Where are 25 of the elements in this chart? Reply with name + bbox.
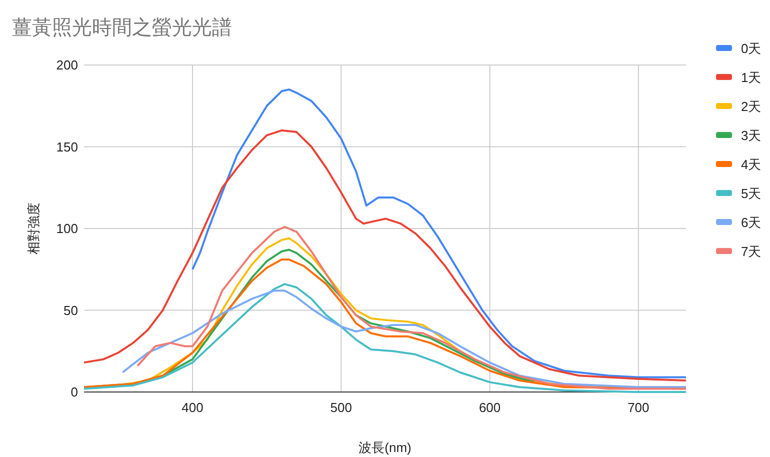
y-tick-label: 200 — [56, 58, 78, 72]
y-tick-label: 150 — [56, 139, 78, 154]
legend-label: 5天 — [741, 186, 762, 201]
x-tick-label: 500 — [330, 400, 352, 415]
legend-label: 3天 — [741, 128, 762, 143]
y-tick-label: 0 — [70, 384, 78, 400]
x-tick-label: 700 — [628, 400, 650, 415]
legend-label: 0天 — [741, 41, 762, 56]
line-series — [84, 283, 686, 393]
x-axis-title: 波長(nm) — [358, 440, 412, 455]
y-axis-title: 相對強度 — [26, 202, 41, 254]
x-tick-label: 400 — [182, 400, 204, 415]
x-tick-label: 600 — [478, 400, 501, 415]
chart-title: 薑黃照光時間之螢光光譜 — [12, 17, 232, 39]
line-series — [84, 129, 686, 382]
y-tick-label: 100 — [56, 221, 78, 236]
legend-label: 4天 — [741, 157, 762, 172]
y-tick-label: 50 — [64, 302, 78, 318]
legend-label: 7天 — [741, 244, 762, 259]
legend-label: 2天 — [741, 99, 762, 114]
line-series — [122, 290, 686, 388]
line-series — [136, 226, 686, 390]
legend-label: 1天 — [741, 70, 762, 85]
line-series — [192, 88, 686, 378]
legend-label: 6天 — [741, 215, 762, 230]
